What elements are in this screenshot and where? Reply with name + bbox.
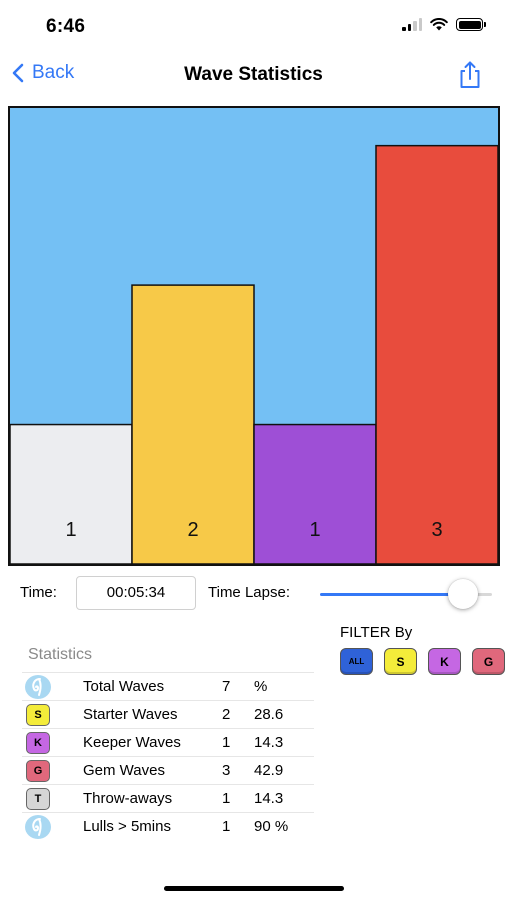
bar-value-label: 2 — [187, 519, 198, 541]
table-row: Lulls > 5mins 1 90 % — [22, 812, 314, 840]
filter-keeper-button[interactable]: K — [428, 648, 461, 675]
battery-icon — [456, 18, 486, 31]
wifi-icon — [430, 18, 448, 31]
stat-percent: 14.3 — [254, 790, 284, 807]
status-time: 6:46 — [46, 16, 86, 37]
chart-bar — [253, 423, 377, 564]
stat-count: 7 — [222, 678, 231, 695]
filter-all-button[interactable]: ALL — [340, 648, 373, 675]
stat-name: Lulls > 5mins — [83, 818, 171, 835]
stat-count: 1 — [222, 818, 231, 835]
page-title: Wave Statistics — [184, 64, 323, 85]
stat-percent: 14.3 — [254, 734, 284, 751]
chart-canvas: 1 2 1 3 — [10, 144, 498, 564]
stat-percent: % — [254, 678, 268, 695]
slider-thumb[interactable] — [447, 579, 478, 609]
stat-name: Starter Waves — [83, 706, 178, 723]
time-lapse-label: Time Lapse: — [208, 584, 290, 601]
stat-name: Throw-aways — [83, 790, 173, 807]
back-button[interactable]: Back — [12, 62, 74, 84]
navigation-bar: Back Wave Statistics — [0, 54, 507, 98]
slider-track-filled — [320, 593, 463, 596]
time-controls: Time: 00:05:34 Time Lapse: — [0, 574, 507, 614]
stat-percent: 28.6 — [254, 706, 284, 723]
statistics-table: Total Waves 7 % S Starter Waves 2 28.6 K… — [22, 672, 314, 840]
time-lapse-slider[interactable] — [320, 578, 492, 610]
chart-bar — [10, 423, 133, 564]
wave-bar-chart: 1 2 1 3 — [8, 106, 500, 566]
chart-bar — [131, 284, 255, 564]
gem-badge-icon: G — [26, 760, 50, 782]
stat-count: 2 — [222, 706, 231, 723]
bar-value-label: 3 — [431, 519, 442, 541]
time-field[interactable]: 00:05:34 — [76, 576, 196, 610]
stat-percent: 90 % — [254, 818, 289, 835]
throwaway-badge-icon: T — [26, 788, 50, 810]
stat-count: 1 — [222, 790, 231, 807]
table-row: K Keeper Waves 1 14.3 — [22, 728, 314, 756]
table-row: T Throw-aways 1 14.3 — [22, 784, 314, 812]
chart-bar — [375, 144, 498, 564]
filter-label: FILTER By — [340, 624, 413, 641]
wave-icon — [25, 675, 51, 699]
stat-count: 3 — [222, 762, 231, 779]
stat-percent: 42.9 — [254, 762, 284, 779]
stat-name: Keeper Waves — [83, 734, 181, 751]
bar-value-label: 1 — [65, 519, 76, 541]
home-indicator — [164, 886, 344, 891]
filter-buttons: ALL S K G — [340, 648, 505, 675]
table-row: S Starter Waves 2 28.6 — [22, 700, 314, 728]
keeper-badge-icon: K — [26, 732, 50, 754]
bar-value-label: 1 — [309, 519, 320, 541]
stat-name: Gem Waves — [83, 762, 165, 779]
time-label: Time: — [20, 584, 57, 601]
cellular-signal-icon — [402, 18, 422, 31]
share-icon[interactable] — [455, 60, 485, 90]
filter-starter-button[interactable]: S — [384, 648, 417, 675]
filter-gem-button[interactable]: G — [472, 648, 505, 675]
statistics-title: Statistics — [28, 646, 93, 663]
chevron-left-icon — [12, 63, 24, 83]
wave-icon — [25, 815, 51, 839]
table-row: Total Waves 7 % — [22, 672, 314, 700]
table-row: G Gem Waves 3 42.9 — [22, 756, 314, 784]
stat-name: Total Waves — [83, 678, 165, 695]
back-label: Back — [32, 62, 75, 83]
starter-badge-icon: S — [26, 704, 50, 726]
status-bar: 6:46 — [0, 0, 507, 50]
status-icons — [402, 18, 486, 31]
stat-count: 1 — [222, 734, 231, 751]
